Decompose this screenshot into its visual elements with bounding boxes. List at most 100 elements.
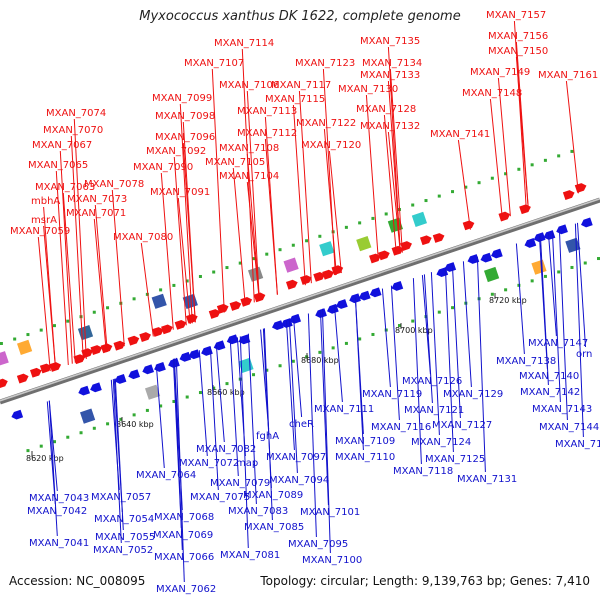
track-marker [424, 199, 428, 203]
forward-gene-arrow [400, 241, 412, 251]
track-marker [517, 283, 521, 287]
scale-label: 8680 kbp [301, 356, 339, 365]
track-marker [291, 243, 295, 247]
scale-label: 8620 kbp [26, 454, 64, 463]
track-marker [92, 310, 96, 314]
gene-label: MXAN_7100 [302, 555, 362, 566]
feature-box [16, 339, 33, 356]
gene-leader-line [558, 228, 568, 421]
forward-gene-arrow [39, 363, 52, 374]
reverse-gene-arrow [238, 334, 251, 345]
gene-leader-line [155, 364, 165, 469]
forward-gene-arrow [174, 319, 187, 330]
gene-label: MXAN_7052 [93, 545, 153, 556]
track-marker [212, 270, 216, 274]
gene-leader-line [285, 320, 295, 451]
gene-label: MXAN_7081 [220, 550, 280, 561]
gene-label: mbhA [31, 196, 60, 207]
track-marker [198, 391, 202, 395]
track-marker [145, 408, 149, 412]
forward-gene-arrow [562, 190, 575, 200]
feature-box [319, 241, 335, 257]
gene-label: MXAN_7119 [362, 389, 422, 400]
gene-leader-line [423, 274, 433, 404]
feature-box [0, 351, 9, 367]
gene-leader-line [539, 235, 549, 386]
track-marker [437, 310, 441, 314]
gene-label: MXAN_7124 [411, 437, 471, 448]
gene-label: MXAN_7095 [288, 539, 348, 550]
gene-label: MXAN_7078 [84, 179, 144, 190]
gene-label: MXAN_7147 [528, 338, 588, 349]
gene-label: MXAN_7069 [153, 530, 213, 541]
gene-label: fghA [256, 431, 279, 442]
scale-label: 8720 kbp [489, 296, 527, 305]
track-marker [278, 364, 282, 368]
feature-box [483, 266, 500, 283]
track-marker [504, 172, 508, 176]
feature-box [247, 266, 264, 282]
reverse-gene-arrow [226, 334, 239, 345]
gene-label: MXAN_7161 [538, 70, 598, 81]
reverse-gene-arrow [556, 224, 568, 235]
track-marker [66, 435, 70, 439]
reverse-gene-arrow [272, 320, 284, 331]
track-marker [490, 292, 494, 296]
track-marker [92, 426, 96, 430]
forward-gene-arrow [81, 348, 93, 359]
track-marker [212, 386, 216, 390]
gene-label: MXAN_7099 [152, 93, 212, 104]
track-marker [106, 306, 110, 310]
gene-leader-line [513, 20, 527, 211]
track-marker [543, 158, 547, 162]
track-marker [13, 337, 17, 341]
gene-leader-line [565, 80, 579, 194]
forward-gene-arrow [253, 292, 266, 303]
gene-label: MXAN_7144 [539, 422, 599, 433]
gene-label: MXAN_7080 [113, 232, 173, 243]
gene-leader-line [387, 46, 401, 254]
gene-leader-line [489, 98, 503, 219]
track-marker [358, 221, 362, 225]
gene-leader-line [451, 264, 461, 419]
gene-leader-line [333, 304, 343, 403]
track-marker [504, 288, 508, 292]
track-marker [543, 274, 547, 278]
track-marker [132, 413, 136, 417]
track-marker [464, 185, 468, 189]
gene-label: MXAN_7108 [219, 143, 279, 154]
forward-gene-arrow [113, 340, 126, 351]
gene-leader-line [515, 243, 525, 355]
gene-label: MXAN_7055 [95, 532, 155, 543]
forward-gene-arrow [300, 275, 312, 285]
track-marker [331, 346, 335, 350]
gene-label: MXAN_7148 [462, 88, 522, 99]
gene-label: MXAN_7041 [29, 538, 89, 549]
track-marker [119, 417, 123, 421]
gene-label: MXAN_7142 [520, 387, 580, 398]
track-marker [530, 163, 534, 167]
track-marker [318, 350, 322, 354]
forward-gene-arrow [432, 233, 445, 243]
gene-label: MXAN_7149 [470, 67, 530, 78]
track-marker [583, 261, 587, 265]
gene-label: MXAN_7065 [28, 160, 88, 171]
gene-leader-line [381, 288, 391, 388]
forward-gene-arrow [462, 220, 475, 231]
gene-label: MXAN_7096 [155, 132, 215, 143]
gene-leader-line [389, 68, 403, 253]
reverse-gene-arrow [581, 217, 593, 228]
reverse-gene-arrow [213, 340, 226, 351]
gene-label: MXAN_7117 [271, 80, 331, 91]
reverse-gene-arrow [128, 369, 141, 380]
track-marker [437, 194, 441, 198]
gene-leader-line [215, 344, 225, 443]
forward-gene-arrow [322, 269, 334, 280]
feature-box [356, 235, 372, 252]
gene-label: MXAN_7156 [488, 31, 548, 42]
gene-leader-line [577, 222, 586, 348]
gene-label: MXAN_7112 [237, 128, 297, 139]
gene-leader-line [62, 192, 76, 363]
gene-label: MXAN_7115 [265, 94, 325, 105]
